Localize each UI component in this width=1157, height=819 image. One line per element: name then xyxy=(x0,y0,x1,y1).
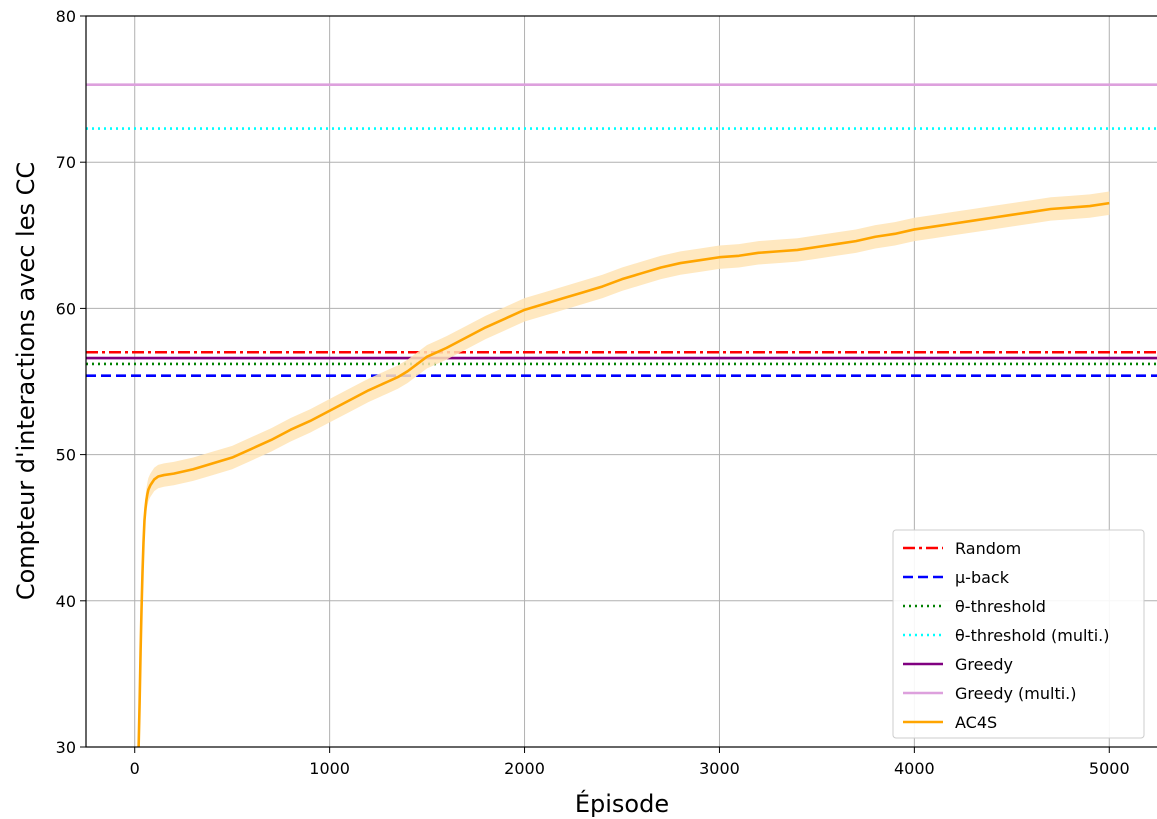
plot-frame xyxy=(85,15,1157,748)
x-tick-label: 2000 xyxy=(504,759,545,778)
x-tick-label: 0 xyxy=(130,759,140,778)
grid-lines xyxy=(86,15,1157,748)
legend-label-random: Random xyxy=(955,539,1021,558)
y-tick-label: 50 xyxy=(56,446,76,465)
legend-label-threshold-multi: θ-threshold (multi.) xyxy=(955,626,1109,645)
series-line-ac4s xyxy=(137,201,1110,747)
legend: Random μ-back θ-threshold θ-threshold (mult… xyxy=(892,529,1145,739)
x-tick-label: 4000 xyxy=(894,759,935,778)
y-axis-label: Compteur d'interactions avec les CC xyxy=(12,162,40,600)
legend-box xyxy=(892,529,1145,739)
y-tick-label: 40 xyxy=(56,592,76,611)
legend-label-ac4s: AC4S xyxy=(955,713,997,732)
legend-label-greedy: Greedy xyxy=(955,655,1013,674)
legend-label-threshold: θ-threshold xyxy=(955,597,1046,616)
plot-area xyxy=(86,83,1157,747)
y-tick-label: 70 xyxy=(56,153,76,172)
legend-label-greedy-multi: Greedy (multi.) xyxy=(955,684,1076,703)
x-tick-label: 3000 xyxy=(699,759,740,778)
x-axis-label: Épisode xyxy=(575,789,669,818)
y-tick-label: 30 xyxy=(56,738,76,757)
x-tick-label: 5000 xyxy=(1089,759,1130,778)
y-tick-label: 80 xyxy=(56,7,76,26)
axis-ticks: 0 1000 2000 3000 4000 5000 30 40 50 60 70 80 xyxy=(56,7,1130,778)
legend-label-back: μ-back xyxy=(955,568,1010,587)
x-tick-label: 1000 xyxy=(309,759,350,778)
y-tick-label: 60 xyxy=(56,299,76,318)
